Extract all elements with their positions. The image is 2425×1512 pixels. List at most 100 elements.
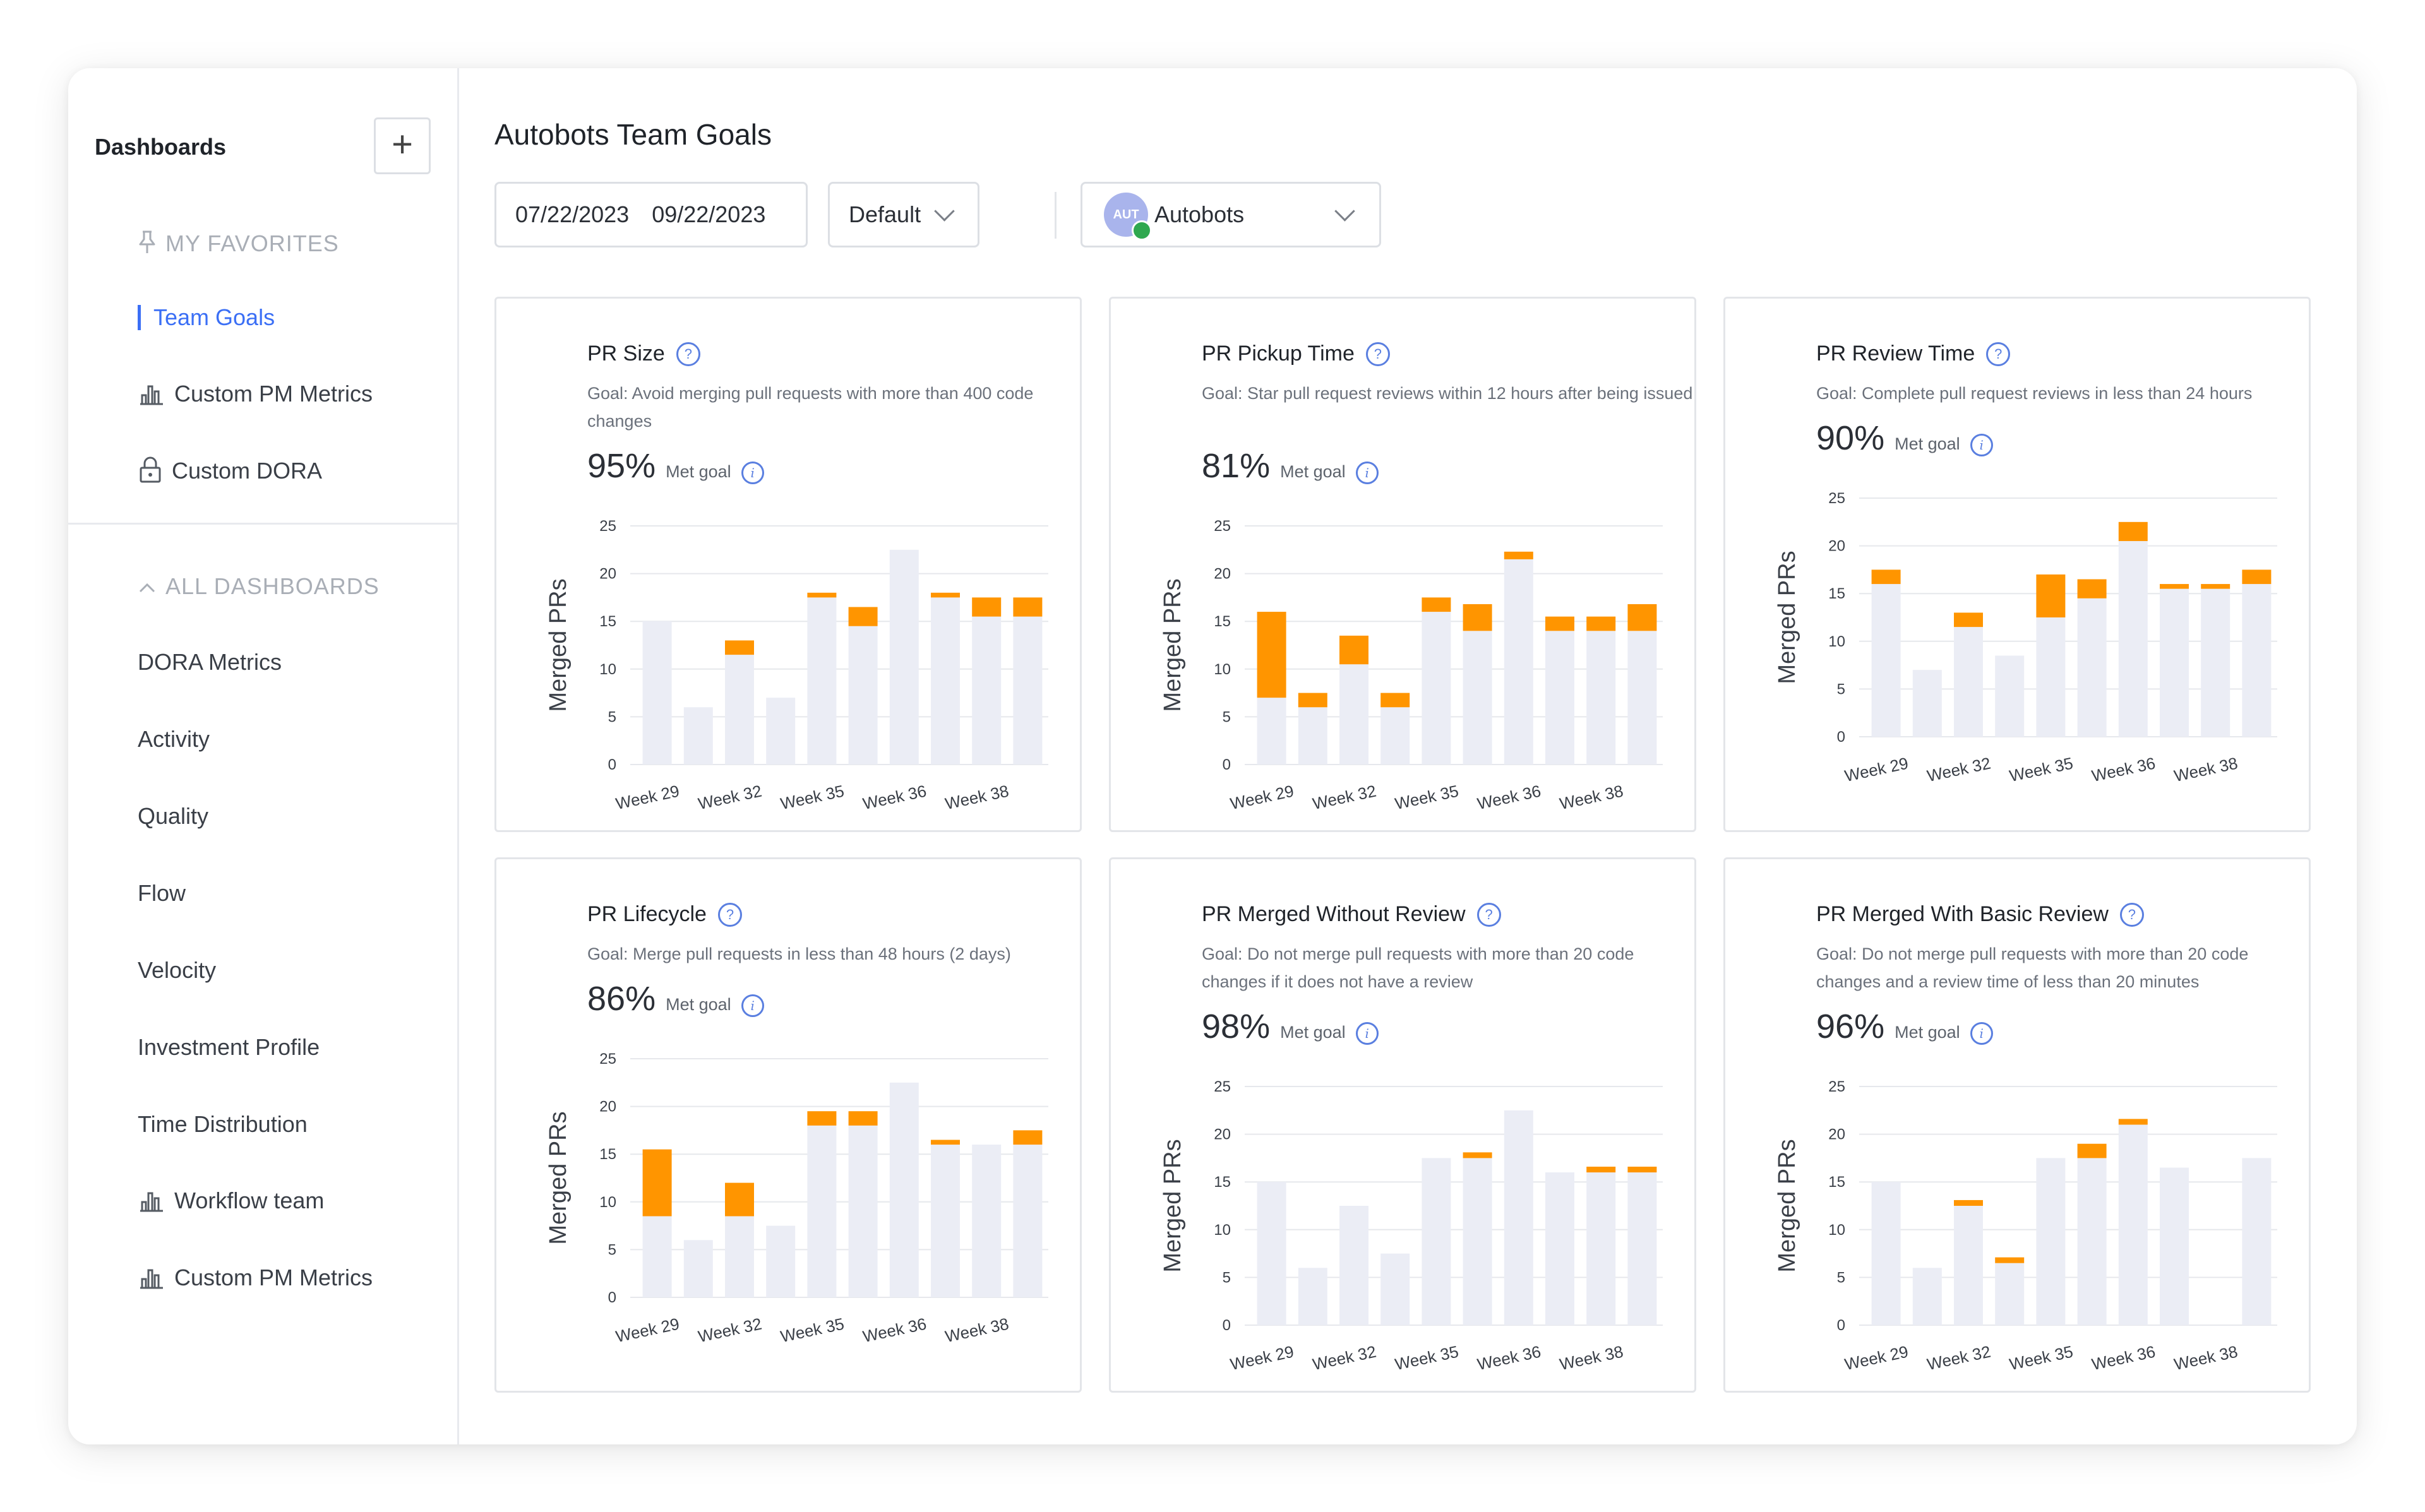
bar-met-goal [889, 1082, 919, 1297]
percent-value: 81% [1202, 447, 1271, 485]
bar-missed-goal [1298, 693, 1327, 708]
bar-chart-icon [138, 1263, 165, 1296]
bar-missed-goal [1380, 693, 1410, 708]
y-tick-label: 20 [1828, 1126, 1845, 1143]
bar-met-goal [1380, 1253, 1410, 1325]
bar-met-goal [1912, 670, 1942, 737]
info-icon[interactable]: i [1355, 461, 1379, 484]
y-tick-label: 15 [1828, 1174, 1845, 1191]
sidebar-item-team-goals[interactable]: Team Goals [138, 305, 275, 330]
y-tick-label: 15 [1828, 585, 1845, 602]
y-tick-label: 25 [599, 518, 616, 535]
goal-card-pr-lifecycle[interactable]: PR Lifecycle? Goal: Merge pull requests … [494, 857, 1082, 1393]
bar-missed-goal [1013, 597, 1043, 617]
sidebar-item-custom-pm-metrics-2[interactable]: Custom PM Metrics [138, 1263, 373, 1296]
goal-card-pr-merged-without-review[interactable]: PR Merged Without Review? Goal: Do not m… [1109, 857, 1696, 1393]
met-goal-label: Met goal [1895, 1023, 1960, 1042]
main-content: Autobots Team Goals 07/22/2023 09/22/202… [459, 68, 2357, 1444]
bar-met-goal [1545, 631, 1574, 765]
x-tick-label: Week 32 [1925, 1342, 1992, 1374]
bar-missed-goal [1954, 612, 1983, 628]
bar-missed-goal [848, 607, 878, 626]
info-icon[interactable]: i [1970, 434, 1993, 456]
card-title: PR Review Time? [1816, 342, 2011, 366]
chevron-down-icon [934, 200, 955, 222]
x-tick-label: Week 35 [2008, 754, 2075, 786]
info-icon[interactable]: i [741, 994, 764, 1017]
info-icon[interactable]: i [1970, 1022, 1993, 1045]
goal-card-pr-review-time[interactable]: PR Review Time? Goal: Complete pull requ… [1723, 297, 2311, 832]
goal-card-pr-merged-with-basic-review[interactable]: PR Merged With Basic Review? Goal: Do no… [1723, 857, 2311, 1393]
bar-met-goal [683, 1240, 713, 1297]
bar-met-goal [848, 626, 878, 765]
date-range-picker[interactable]: 07/22/2023 09/22/2023 [494, 182, 808, 247]
x-tick-label: Week 35 [1393, 782, 1460, 814]
card-percent: 98% Met goal i [1202, 1007, 1379, 1046]
bar-missed-goal [1871, 569, 1901, 585]
sidebar-item-time-distribution[interactable]: Time Distribution [138, 1111, 308, 1137]
bar-missed-goal [2118, 1119, 2148, 1125]
team-select-value: Autobots [1154, 201, 1245, 227]
help-icon[interactable]: ? [676, 342, 700, 366]
y-tick-label: 0 [1223, 756, 1231, 773]
help-icon[interactable]: ? [1476, 902, 1501, 927]
bar-missed-goal [931, 592, 960, 598]
help-icon[interactable]: ? [1365, 342, 1390, 366]
bar-met-goal [1298, 1268, 1327, 1325]
bar-missed-goal [1504, 551, 1533, 559]
sidebar-item-investment-profile[interactable]: Investment Profile [138, 1034, 320, 1060]
sidebar-item-workflow-team[interactable]: Workflow team [138, 1186, 324, 1219]
met-goal-label: Met goal [666, 995, 731, 1014]
app-window: Dashboards + MY FAVORITES Team Goals Cus… [68, 68, 2357, 1444]
sidebar: Dashboards + MY FAVORITES Team Goals Cus… [68, 68, 459, 1444]
y-tick-label: 15 [599, 613, 616, 630]
bar-met-goal [931, 597, 960, 765]
bar-met-goal [642, 621, 672, 765]
sidebar-item-custom-dora[interactable]: Custom DORA [138, 456, 322, 489]
card-percent: 95% Met goal i [587, 446, 764, 485]
bar-met-goal [1995, 655, 2025, 737]
sidebar-item-flow[interactable]: Flow [138, 880, 186, 906]
bar-missed-goal [931, 1140, 960, 1145]
sidebar-item-dora-metrics[interactable]: DORA Metrics [138, 649, 282, 675]
info-icon[interactable]: i [1355, 1022, 1379, 1045]
sidebar-item-custom-pm-metrics[interactable]: Custom PM Metrics [138, 379, 373, 412]
bar-met-goal [2242, 584, 2272, 737]
y-tick-label: 10 [1214, 661, 1231, 678]
help-icon[interactable]: ? [1986, 342, 2011, 366]
sidebar-item-label: Workflow team [174, 1188, 325, 1214]
help-icon[interactable]: ? [2119, 902, 2144, 927]
help-icon[interactable]: ? [717, 902, 742, 927]
met-goal-label: Met goal [666, 462, 731, 481]
bar-met-goal [1627, 631, 1657, 765]
bar-missed-goal [2201, 584, 2230, 589]
bar-chart: 0 5 10 15 20 25 Merged PRs Week 29 Week 32 Week 3… [1159, 518, 1663, 814]
team-select[interactable]: AUT Autobots [1081, 182, 1381, 247]
all-dashboards-header[interactable]: ALL DASHBOARDS [138, 573, 380, 601]
bar-met-goal [1545, 1172, 1574, 1325]
favorites-header[interactable]: MY FAVORITES [138, 230, 339, 261]
y-tick-label: 20 [1214, 1126, 1231, 1143]
sidebar-item-velocity[interactable]: Velocity [138, 957, 217, 983]
info-icon[interactable]: i [741, 461, 764, 484]
sidebar-item-activity[interactable]: Activity [138, 726, 210, 752]
bar-missed-goal [1422, 597, 1451, 612]
bar-chart: 0 5 10 15 20 25 Merged PRs Week 29 Week 32 Week 3… [1774, 490, 2277, 786]
view-select[interactable]: Default [828, 182, 979, 247]
bar-missed-goal [848, 1111, 878, 1126]
y-tick-label: 5 [1837, 1269, 1845, 1286]
bar-met-goal [725, 655, 754, 765]
y-tick-label: 20 [1214, 566, 1231, 583]
add-dashboard-button[interactable]: + [374, 117, 431, 174]
sidebar-item-label: Team Goals [153, 304, 275, 330]
goal-card-pr-pickup-time[interactable]: PR Pickup Time? Goal: Star pull request … [1109, 297, 1696, 832]
x-tick-label: Week 29 [1228, 782, 1295, 814]
x-tick-label: Week 36 [2090, 1342, 2157, 1374]
team-avatar-initials: AUT [1113, 207, 1139, 222]
date-start: 07/22/2023 [515, 201, 630, 227]
goal-card-pr-size[interactable]: PR Size? Goal: Avoid merging pull reques… [494, 297, 1082, 832]
sidebar-item-quality[interactable]: Quality [138, 803, 209, 829]
bar-met-goal [807, 1125, 837, 1297]
x-tick-label: Week 32 [1925, 754, 1992, 786]
x-tick-label: Week 32 [697, 1314, 763, 1347]
